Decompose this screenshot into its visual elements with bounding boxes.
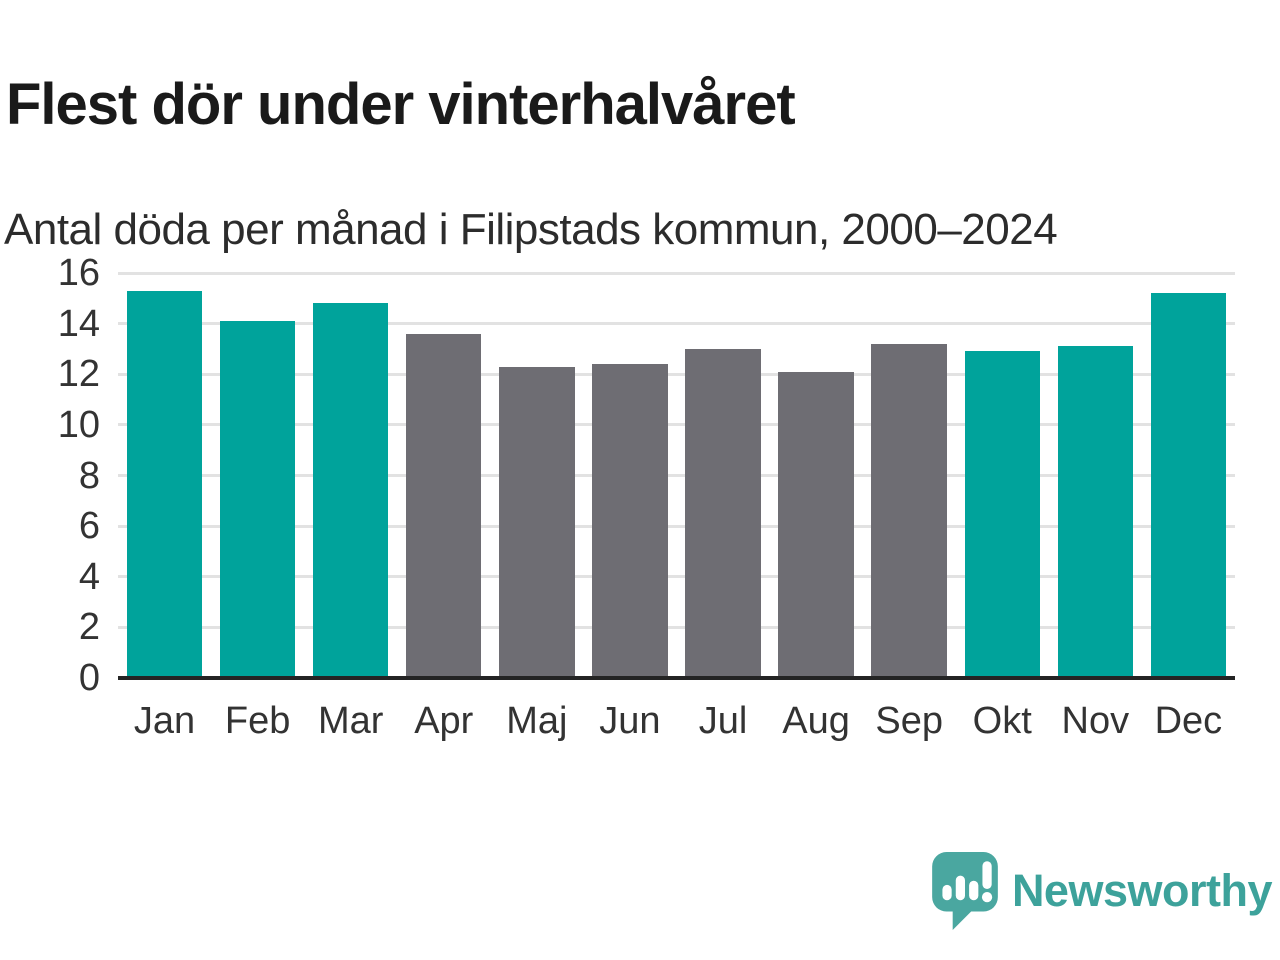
bar-apr — [406, 333, 482, 678]
gridline-y6 — [118, 524, 1235, 528]
bar-sep — [871, 343, 947, 678]
x-tick-label-jun: Jun — [599, 700, 661, 742]
page-subtitle: Antal döda per månad i Filipstads kommun… — [4, 204, 1058, 254]
page-title: Flest dör under vinterhalvåret — [6, 71, 796, 137]
x-tick-label-maj: Maj — [506, 700, 568, 742]
x-tick-label-jul: Jul — [698, 700, 748, 742]
y-tick-label-6: 6 — [78, 505, 100, 548]
bar-slot-mar — [304, 273, 397, 678]
bar-mar — [313, 303, 389, 678]
bar-slot-maj — [490, 273, 583, 678]
bars-container — [118, 273, 1235, 678]
gridline-y10 — [118, 423, 1235, 427]
gridline-y8 — [118, 474, 1235, 477]
bar-feb — [219, 321, 296, 678]
gridline-y2 — [118, 625, 1235, 629]
bar-maj — [499, 366, 575, 678]
bar-slot-dec — [1142, 273, 1235, 678]
x-tick-label-feb: Feb — [224, 700, 291, 742]
newsworthy-logo: Newsworthy — [932, 852, 1273, 930]
y-tick-label-10: 10 — [57, 403, 100, 446]
bar-okt — [964, 351, 1040, 678]
x-axis-line — [118, 676, 1235, 680]
bar-slot-aug — [770, 273, 863, 678]
gridline-y16 — [118, 271, 1235, 275]
bar-dec — [1150, 293, 1227, 678]
bar-slot-nov — [1049, 273, 1142, 678]
bar-slot-feb — [211, 273, 304, 678]
bar-slot-jul — [676, 273, 769, 678]
gridline-y12 — [118, 372, 1235, 376]
x-tick-label-aug: Aug — [782, 700, 850, 742]
x-tick-label-okt: Okt — [972, 700, 1032, 742]
bar-slot-okt — [956, 273, 1049, 678]
newsworthy-logo-text: Newsworthy — [1011, 865, 1273, 916]
x-axis: Jan Feb Mar Apr Maj Jun Jul Aug Sep Okt Nov Dec — [118, 700, 1235, 743]
bar-nov — [1057, 346, 1134, 678]
y-axis: 0 2 4 6 8 10 12 14 16 — [0, 254, 100, 697]
x-tick-label-dec: Dec — [1154, 700, 1223, 742]
bar-jun — [592, 364, 668, 678]
y-tick-label-16: 16 — [57, 252, 100, 294]
y-tick-label-0: 0 — [78, 657, 100, 699]
bar-slot-jun — [583, 273, 676, 678]
plot-area — [118, 271, 1235, 680]
bar-jul — [685, 348, 761, 678]
x-tick-label-apr: Apr — [414, 700, 474, 742]
bar-slot-jan — [118, 273, 211, 678]
x-tick-label-sep: Sep — [875, 700, 943, 742]
gridline-y4 — [118, 575, 1235, 579]
x-tick-label-nov: Nov — [1061, 700, 1130, 742]
bar-aug — [778, 371, 854, 678]
y-tick-label-2: 2 — [78, 606, 100, 649]
newsworthy-logo-icon — [932, 852, 998, 930]
bar-slot-sep — [863, 273, 956, 678]
bar-jan — [126, 290, 203, 678]
bar-slot-apr — [397, 273, 490, 678]
x-tick-label-jan: Jan — [133, 700, 196, 742]
y-tick-label-4: 4 — [78, 555, 100, 598]
y-tick-label-8: 8 — [78, 454, 100, 497]
y-tick-label-14: 14 — [57, 302, 100, 345]
gridline-y14 — [118, 322, 1235, 326]
x-tick-label-mar: Mar — [317, 700, 384, 742]
y-tick-label-12: 12 — [57, 353, 100, 396]
